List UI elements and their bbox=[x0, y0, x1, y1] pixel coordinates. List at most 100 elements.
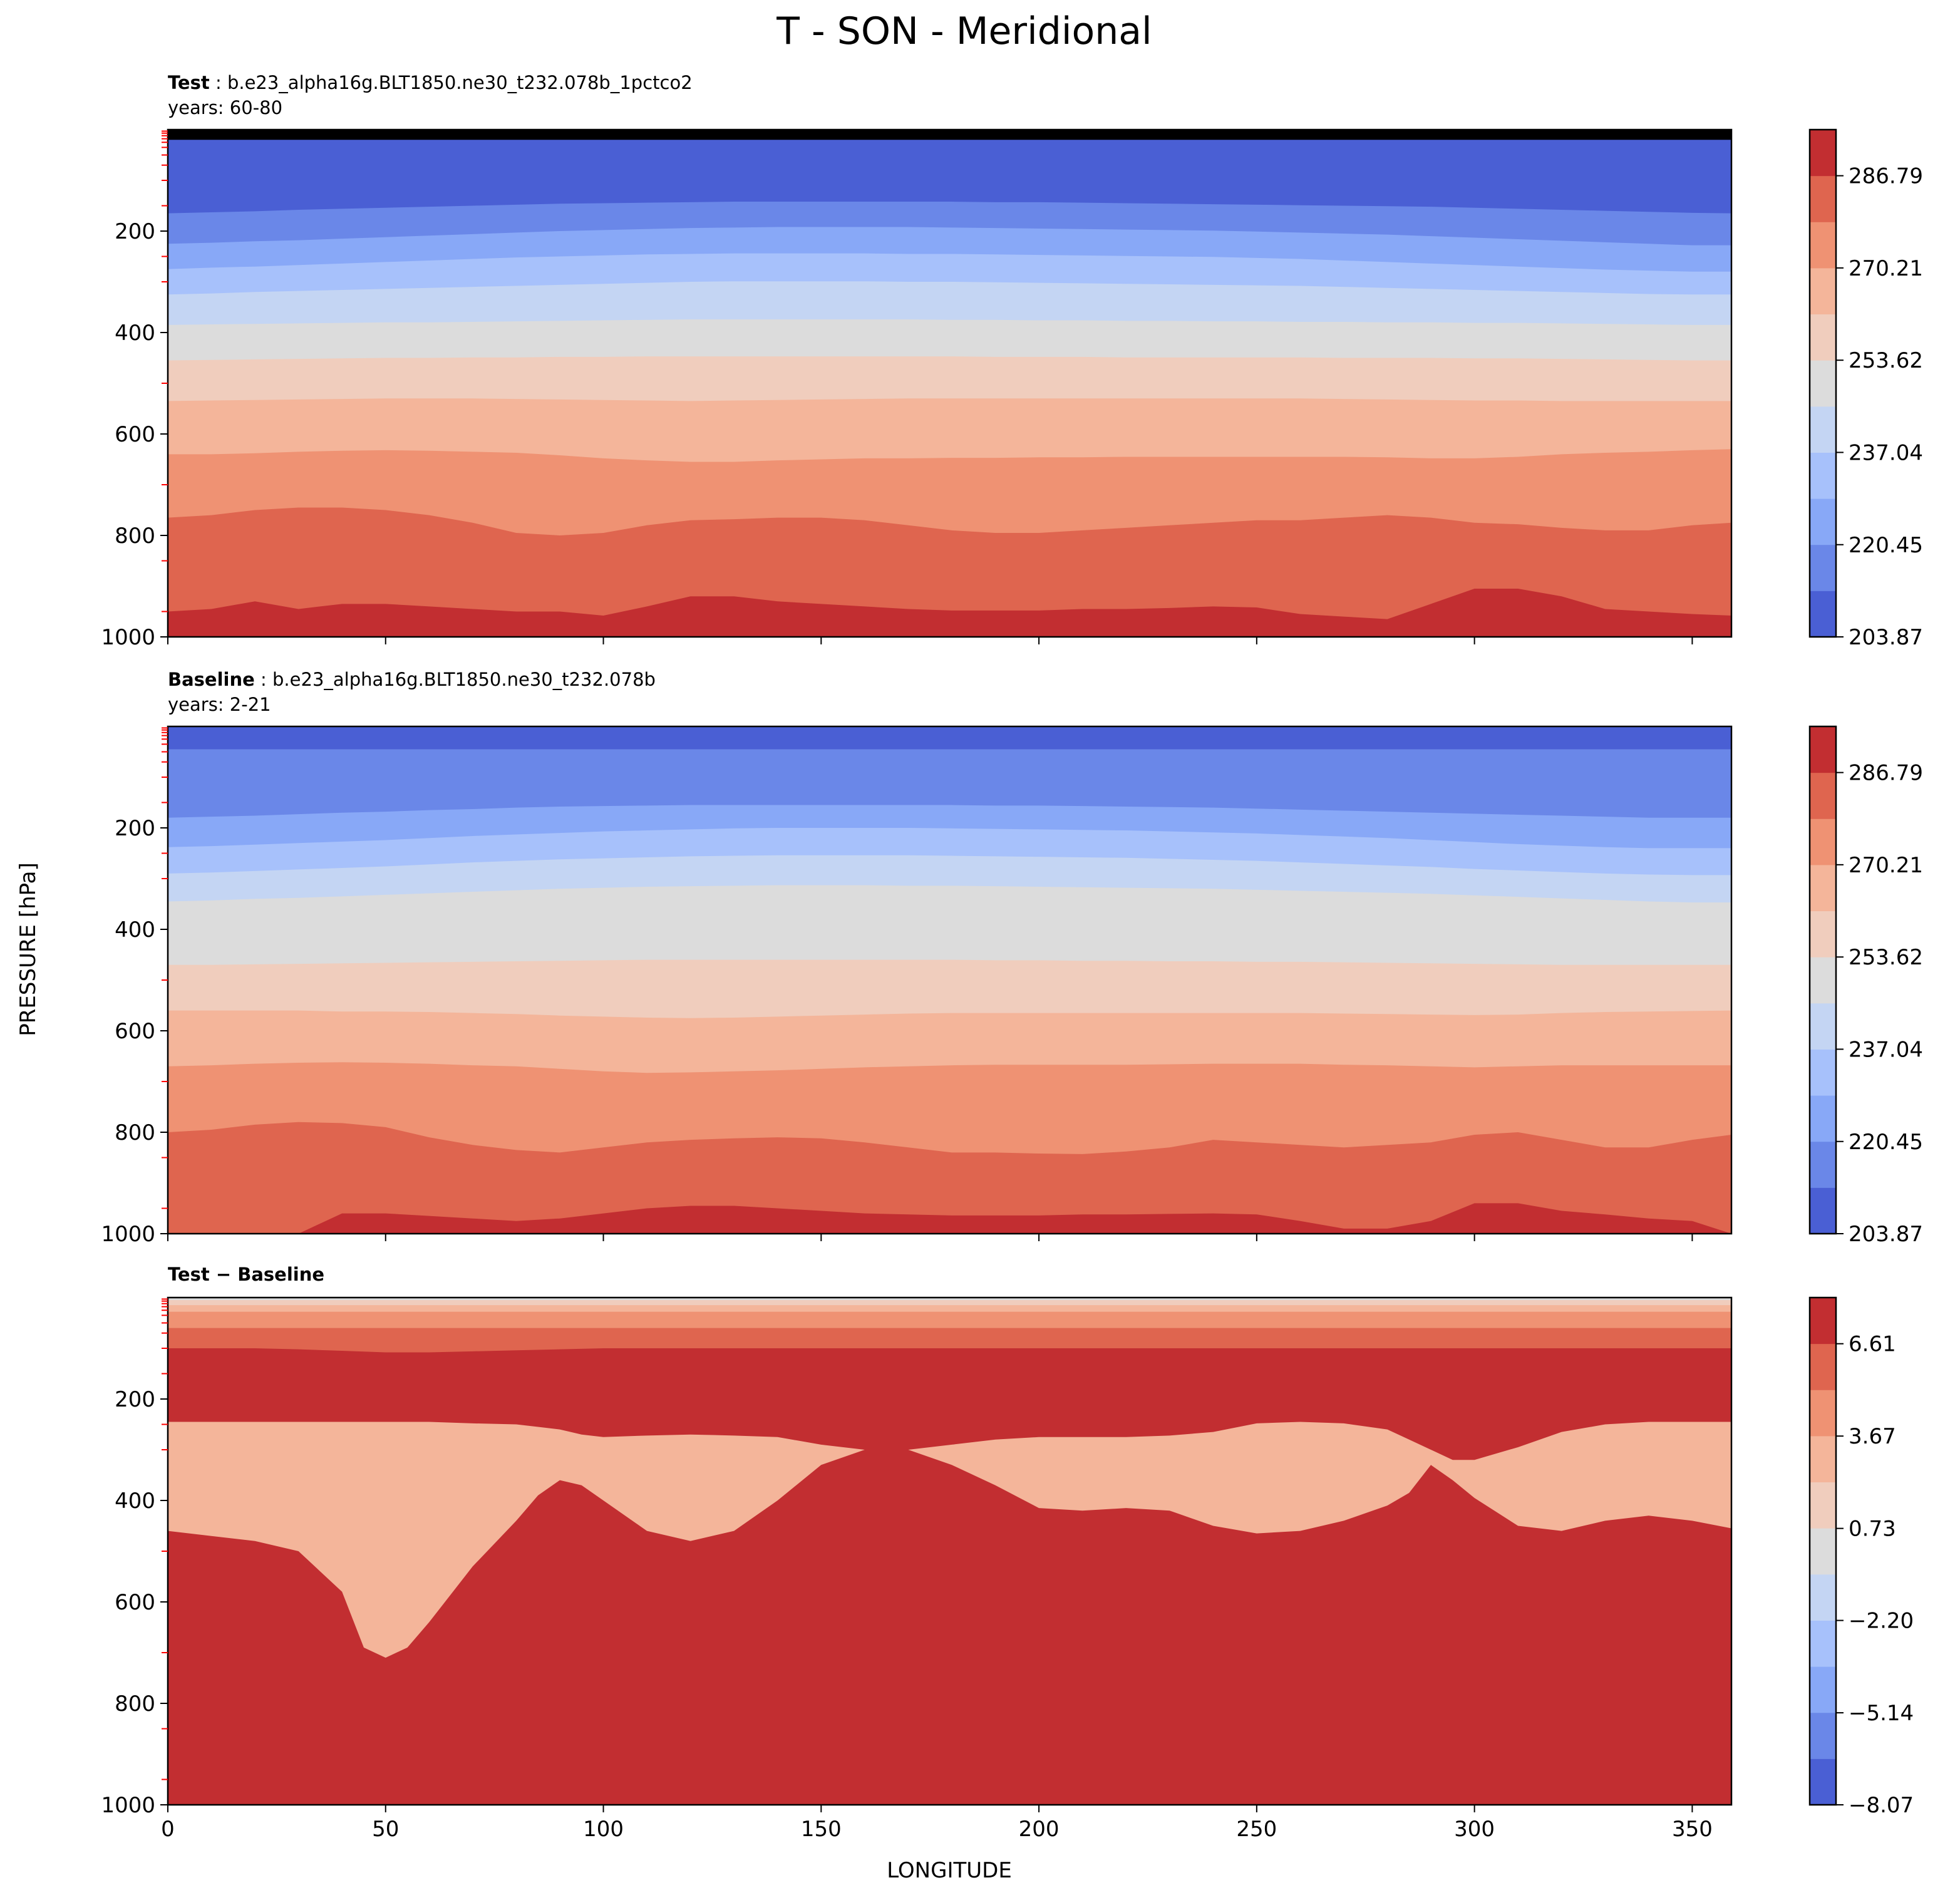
colorbar-tick-label: 237.04 bbox=[1849, 1037, 1923, 1062]
panel-baseline-title-bold: Baseline bbox=[168, 669, 255, 690]
x-tick-label: 0 bbox=[161, 1817, 175, 1842]
colorbar-segment bbox=[1810, 360, 1836, 407]
panel-diff-title: Test − Baseline bbox=[168, 1264, 324, 1285]
panel-test-title: Test : b.e23_alpha16g.BLT1850.ne30_t232.… bbox=[168, 72, 693, 93]
colorbar-tick-label: 203.87 bbox=[1849, 1222, 1923, 1247]
x-tick-label: 250 bbox=[1236, 1817, 1277, 1842]
colorbar-tick-label: 253.62 bbox=[1849, 945, 1923, 970]
colorbar-segment bbox=[1810, 222, 1836, 269]
colorbar-tick-label: −2.20 bbox=[1849, 1609, 1914, 1634]
y-tick-label: 400 bbox=[115, 321, 155, 346]
colorbar-segment bbox=[1810, 1620, 1836, 1667]
colorbar-tick-label: 3.67 bbox=[1849, 1424, 1896, 1449]
colorbar-tick-label: 270.21 bbox=[1849, 853, 1923, 878]
colorbar-tick-label: 270.21 bbox=[1849, 256, 1923, 281]
colorbar-tick-label: 0.73 bbox=[1849, 1517, 1896, 1542]
colorbar-segment bbox=[1810, 1390, 1836, 1437]
colorbar-tick-label: 286.79 bbox=[1849, 761, 1923, 786]
colorbar-segment bbox=[1810, 130, 1836, 177]
panel-test: Test : b.e23_alpha16g.BLT1850.ne30_t232.… bbox=[101, 72, 1923, 650]
colorbar-segment bbox=[1810, 1343, 1836, 1390]
x-tick-label: 100 bbox=[583, 1817, 624, 1842]
colorbar-segment bbox=[1810, 957, 1836, 1004]
x-tick-label: 50 bbox=[372, 1817, 399, 1842]
colorbar-segment bbox=[1810, 1758, 1836, 1805]
colorbar-segment bbox=[1810, 772, 1836, 819]
colorbar-frame bbox=[1808, 1296, 1837, 1806]
y-axis-label: PRESSURE [hPa] bbox=[16, 862, 41, 1036]
colorbar-segment bbox=[1810, 1141, 1836, 1188]
colorbar-segment bbox=[1810, 1528, 1836, 1575]
colorbar-segment bbox=[1810, 591, 1836, 638]
y-tick-label: 400 bbox=[115, 917, 155, 942]
colorbar-segment bbox=[1810, 911, 1836, 958]
colorbar-segment bbox=[1810, 1482, 1836, 1529]
figure-title: T - SON - Meridional bbox=[776, 9, 1152, 53]
x-tick-label: 300 bbox=[1454, 1817, 1495, 1842]
panel-baseline: Baseline : b.e23_alpha16g.BLT1850.ne30_t… bbox=[101, 669, 1923, 1247]
panel-test-plot: 200 400 600 800 1000 bbox=[101, 128, 1733, 650]
colorbar-segment bbox=[1810, 1435, 1836, 1483]
colorbar-segment bbox=[1810, 1187, 1836, 1234]
panel-diff-title-bold: Test − Baseline bbox=[168, 1264, 324, 1285]
y-tick-label: 600 bbox=[115, 1590, 155, 1615]
colorbar-tick-label: 220.45 bbox=[1849, 533, 1923, 558]
y-tick-label: 200 bbox=[115, 1387, 155, 1412]
colorbar-tick-label: 237.04 bbox=[1849, 440, 1923, 465]
colorbar-segment bbox=[1810, 314, 1836, 361]
y-tick-label: 200 bbox=[115, 816, 155, 841]
colorbar-segment bbox=[1810, 1574, 1836, 1621]
contour-band-8 bbox=[168, 1122, 1731, 1234]
colorbar-segment bbox=[1810, 175, 1836, 222]
y-tick-label: 800 bbox=[115, 1120, 155, 1145]
colorbar-segment bbox=[1810, 1666, 1836, 1713]
colorbar-segment bbox=[1810, 406, 1836, 453]
colorbar-segment bbox=[1810, 544, 1836, 591]
colorbar-tick-label: 6.61 bbox=[1849, 1332, 1896, 1357]
colorbar-segment bbox=[1810, 1298, 1836, 1345]
panel-test-colorbar: 203.87 220.45 237.04 253.62 270.21 286.79 bbox=[1808, 128, 1923, 650]
colorbar-tick-label: −8.07 bbox=[1849, 1793, 1914, 1818]
colorbar-segment bbox=[1810, 864, 1836, 912]
colorbar-tick-label: 220.45 bbox=[1849, 1130, 1923, 1155]
panel-baseline-title: Baseline : b.e23_alpha16g.BLT1850.ne30_t… bbox=[168, 669, 656, 690]
colorbar-segment bbox=[1810, 267, 1836, 315]
panel-baseline-plot: 200 400 600 800 1000 bbox=[101, 725, 1733, 1247]
colorbar-tick-label: 286.79 bbox=[1849, 164, 1923, 189]
panel-baseline-subtitle: years: 2-21 bbox=[168, 694, 271, 715]
colorbar-segment bbox=[1810, 1003, 1836, 1050]
y-tick-label: 800 bbox=[115, 524, 155, 549]
panel-baseline-colorbar: 203.87 220.45 237.04 253.62 270.21 286.79 bbox=[1808, 725, 1923, 1247]
panel-test-subtitle: years: 60-80 bbox=[168, 97, 282, 118]
y-tick-label: 1000 bbox=[101, 1793, 155, 1818]
x-tick-label: 200 bbox=[1019, 1817, 1060, 1842]
panel-test-title-bold: Test bbox=[168, 72, 210, 93]
colorbar-tick-label: 203.87 bbox=[1849, 625, 1923, 650]
colorbar-tick-label: −5.14 bbox=[1849, 1701, 1914, 1726]
x-tick-label: 350 bbox=[1672, 1817, 1713, 1842]
colorbar-segment bbox=[1810, 818, 1836, 865]
y-tick-label: 1000 bbox=[101, 1222, 155, 1247]
colorbar-tick-label: 253.62 bbox=[1849, 348, 1923, 373]
x-axis-label: LONGITUDE bbox=[887, 1858, 1012, 1883]
y-tick-label: 1000 bbox=[101, 625, 155, 650]
contour-band-9 bbox=[168, 507, 1731, 637]
panel-diff-colorbar: −8.07 −5.14 −2.20 0.73 3.67 6.61 bbox=[1808, 1296, 1914, 1818]
x-tick-label: 150 bbox=[801, 1817, 842, 1842]
colorbar-segment bbox=[1810, 1095, 1836, 1142]
contour-band-9 bbox=[168, 1203, 1731, 1234]
contour-band-10 bbox=[168, 589, 1731, 637]
contour-band-positive-region bbox=[168, 1422, 1731, 1658]
panel-test-title-rest: : b.e23_alpha16g.BLT1850.ne30_t232.078b_… bbox=[210, 72, 693, 93]
y-tick-label: 200 bbox=[115, 219, 155, 244]
colorbar-segment bbox=[1810, 452, 1836, 499]
y-tick-label: 600 bbox=[115, 1019, 155, 1044]
colorbar-segment bbox=[1810, 1049, 1836, 1096]
panel-baseline-title-rest: : b.e23_alpha16g.BLT1850.ne30_t232.078b bbox=[255, 669, 656, 690]
y-tick-label: 600 bbox=[115, 422, 155, 447]
y-tick-label: 800 bbox=[115, 1691, 155, 1717]
colorbar-segment bbox=[1810, 1712, 1836, 1759]
